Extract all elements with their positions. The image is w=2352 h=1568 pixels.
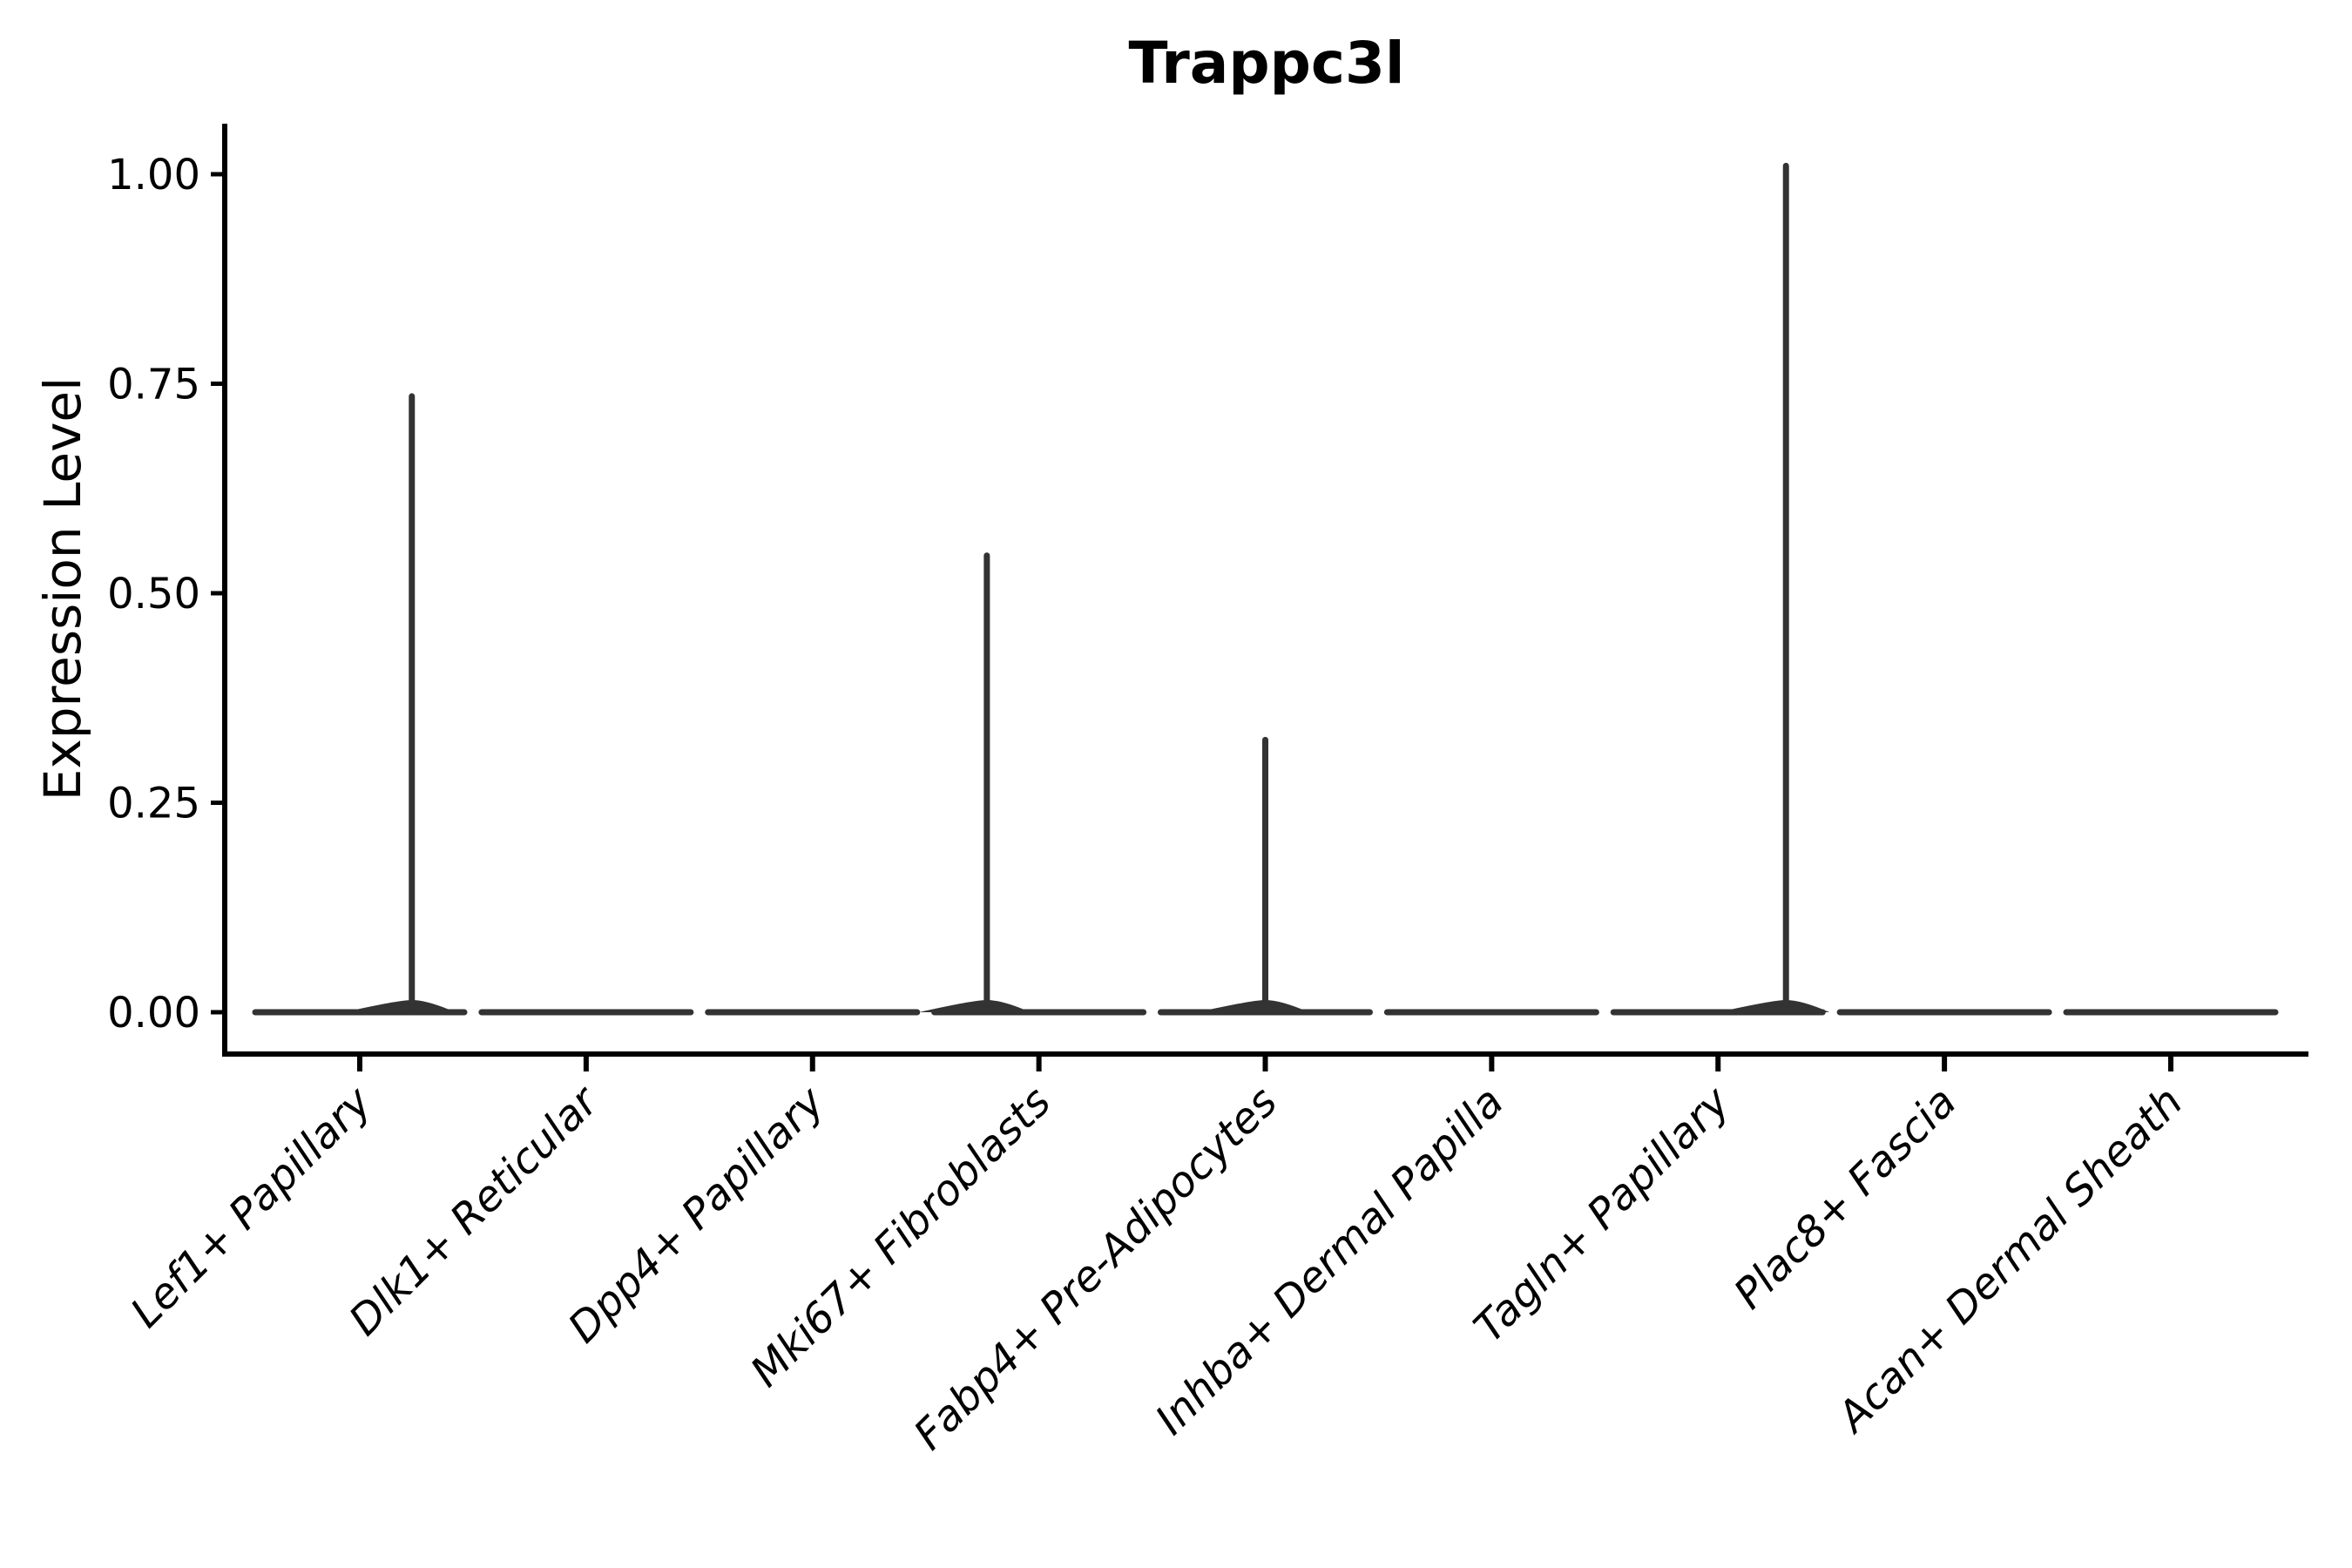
y-tick-label: 0.00	[107, 989, 200, 1037]
x-tick-label: Fabp4+ Pre-Adipocytes	[904, 1078, 1287, 1460]
x-tick-label: Lef1+ Papillary	[121, 1077, 382, 1337]
violin-bump	[1718, 1000, 1830, 1012]
y-tick-label: 1.00	[107, 151, 200, 199]
violin-bump	[918, 1000, 1031, 1012]
x-tick-label: Plac8+ Fascia	[1725, 1078, 1966, 1319]
y-tick-label: 0.25	[107, 779, 200, 828]
chart-title: Trappc3l	[1128, 30, 1405, 97]
violin-bump	[343, 1000, 456, 1012]
violin-bump	[1197, 1000, 1309, 1012]
y-tick-label: 0.75	[107, 360, 200, 409]
x-tick-label: Dlk1+ Reticular	[340, 1076, 610, 1346]
y-tick-label: 0.50	[107, 570, 200, 618]
